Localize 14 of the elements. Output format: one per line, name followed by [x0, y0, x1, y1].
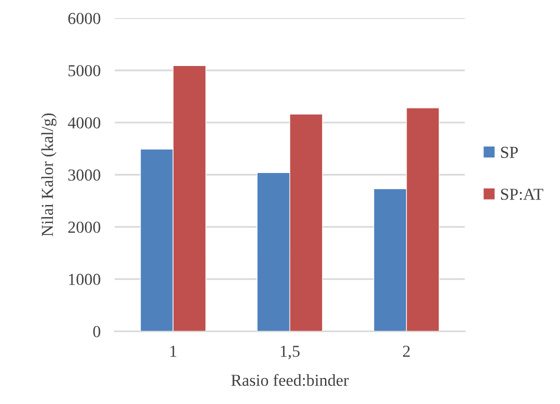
- x-tick-label: 1,5: [280, 346, 300, 360]
- legend-label: SP:AT: [501, 188, 544, 200]
- y-axis-title: Nilai Kalor (kal/g): [41, 113, 56, 236]
- y-tick-label: 3000: [68, 169, 100, 181]
- x-tick-label: 1: [170, 346, 176, 357]
- y-tick-label: 4000: [68, 117, 100, 128]
- x-axis-title: Rasio feed:binder: [231, 374, 349, 386]
- y-tick-label: 6000: [68, 12, 100, 24]
- legend-label: SP: [501, 146, 518, 158]
- y-tick-label: 2000: [68, 222, 100, 233]
- y-tick-label: 1000: [69, 274, 100, 286]
- y-tick-label: 5000: [68, 65, 100, 76]
- y-tick-label: 0: [93, 326, 100, 338]
- x-tick-label: 2: [403, 346, 410, 357]
